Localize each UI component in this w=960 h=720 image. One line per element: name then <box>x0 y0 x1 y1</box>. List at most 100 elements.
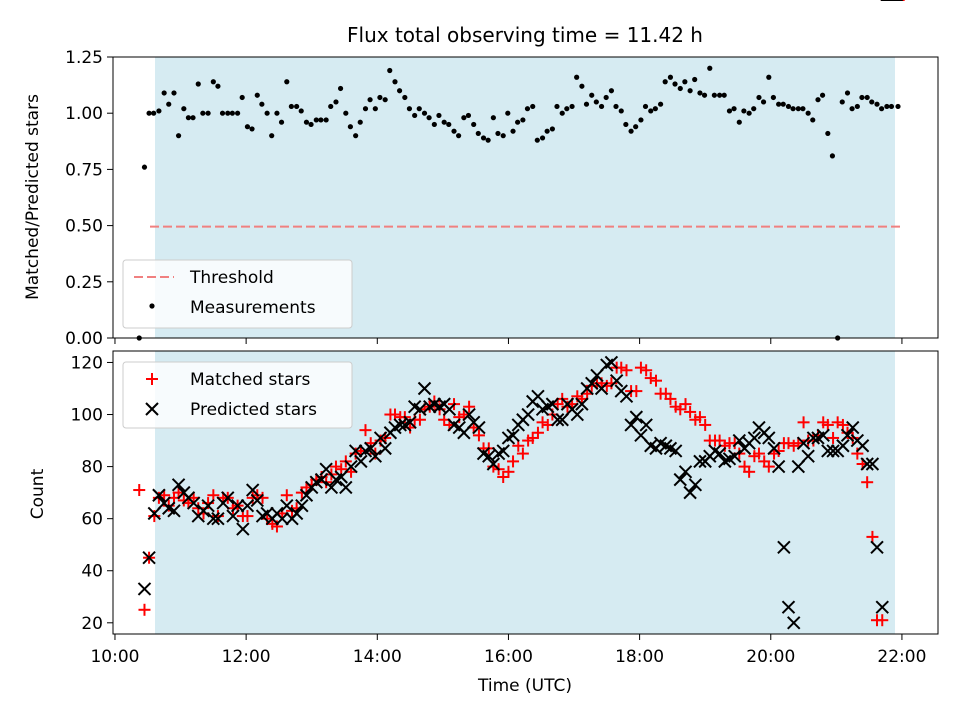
predicted-star-marker <box>619 389 634 404</box>
measurement-point <box>195 81 201 87</box>
measurement-point <box>210 79 216 85</box>
predicted-star-marker <box>846 420 860 435</box>
measurement-point <box>746 110 752 116</box>
measurement-point <box>539 135 546 141</box>
count-legend-box <box>122 361 353 429</box>
predicted-star-marker <box>147 506 162 521</box>
measurement-point <box>288 103 294 110</box>
predicted-star-marker <box>186 496 201 510</box>
predicted-star-marker <box>167 504 181 518</box>
measurement-point <box>200 110 206 116</box>
measurement-point <box>323 117 329 123</box>
measurement-point <box>485 137 491 143</box>
predicted-star-marker <box>393 418 407 432</box>
measurement-point <box>549 126 555 132</box>
measurement-point <box>396 88 403 94</box>
measurement-point <box>672 81 678 87</box>
ratio-y-tick-label: 0.25 <box>65 273 103 293</box>
measurement-point <box>829 153 836 159</box>
predicted-star-marker <box>609 373 624 388</box>
predicted-star-marker <box>590 368 604 383</box>
time-x-tick-label: 14:00 <box>353 647 402 667</box>
time-x-tick-label: 22:00 <box>877 647 926 667</box>
count-y-tick-label: 120 <box>71 353 103 373</box>
measurement-point <box>564 106 570 112</box>
measurements-legend-label: Measurements <box>190 298 316 318</box>
predicted-star-marker <box>344 459 358 474</box>
measurement-point <box>308 121 314 128</box>
predicted-star-marker <box>585 376 599 390</box>
predicted-star-marker <box>634 428 648 443</box>
measurement-point <box>500 133 506 139</box>
measurement-point <box>869 99 875 105</box>
measurement-point <box>318 117 324 123</box>
measurement-point <box>294 103 300 110</box>
predicted-star-marker <box>472 420 486 435</box>
measurement-point <box>583 101 590 107</box>
measurement-point <box>884 103 890 110</box>
measurement-point <box>648 108 654 114</box>
matched-star-marker <box>693 411 706 424</box>
measurement-point <box>328 103 334 110</box>
time-x-tick-label: 16:00 <box>484 647 533 667</box>
measurement-point <box>343 110 349 116</box>
count-y-axis: 20 40 60 80 100 120 <box>71 353 113 634</box>
matched-star-marker <box>241 510 254 523</box>
predicted-star-marker <box>506 428 520 443</box>
ratio-panel: 0.00 0.25 0.50 0.75 1.00 1.25 Matched/Predict… <box>23 48 939 349</box>
measurement-point <box>313 117 319 123</box>
predicted-star-marker <box>816 428 830 443</box>
measurement-point <box>579 83 585 89</box>
predicted-star-marker <box>314 472 329 487</box>
measurement-point <box>677 85 683 92</box>
measurement-point <box>146 110 152 116</box>
matched-star-marker <box>861 476 874 489</box>
predicted-star-marker <box>417 381 432 396</box>
measurement-point <box>854 103 860 110</box>
predicted-star-marker <box>486 457 501 471</box>
count-y-tick-label: 40 <box>81 562 103 582</box>
measurement-point <box>259 101 265 107</box>
measurement-point <box>520 117 526 123</box>
predicted-star-marker <box>555 413 569 427</box>
measurement-point <box>239 94 245 101</box>
figure-title: Flux total observing time = 11.42 h <box>347 23 703 47</box>
measurement-point <box>377 94 383 101</box>
predicted-star-marker <box>693 454 707 469</box>
measurement-point <box>254 92 260 98</box>
matched-star-marker <box>752 447 765 460</box>
measurement-point <box>657 101 664 107</box>
count-y-tick-label: 100 <box>71 406 103 426</box>
matched-star-marker <box>650 374 663 387</box>
predicted-star-marker <box>378 441 392 456</box>
measurement-point <box>805 110 811 116</box>
measurement-point <box>510 128 516 134</box>
predicted-star-marker <box>280 498 294 513</box>
matched-star-marker <box>772 444 785 457</box>
predicted-star-marker <box>624 418 638 432</box>
measurement-point <box>337 85 344 92</box>
measurement-point <box>711 92 717 98</box>
measurement-point <box>402 94 408 101</box>
predicted-star-marker <box>457 426 471 440</box>
measurement-point <box>839 99 845 105</box>
measurement-point <box>426 115 432 121</box>
predicted-star-marker <box>678 465 693 479</box>
measurement-point <box>205 110 211 116</box>
predicted-star-marker <box>550 413 565 427</box>
ratio-y-tick-label: 0.75 <box>65 160 103 180</box>
predicted-star-marker <box>821 444 835 458</box>
count-legend: Matched stars Predicted stars <box>122 361 353 429</box>
predicted-star-marker <box>364 441 378 456</box>
predicted-star-marker <box>604 355 619 370</box>
matched-star-marker <box>640 364 653 377</box>
predicted-star-marker <box>230 498 245 513</box>
measurement-point <box>421 110 428 116</box>
predicted-star-marker <box>373 431 388 445</box>
measurement-point <box>569 103 575 110</box>
measurement-point <box>544 128 550 134</box>
measurement-point <box>687 88 693 94</box>
matched-star-marker <box>413 413 426 426</box>
matched-star-marker <box>684 405 697 418</box>
predicted-star-marker <box>836 439 850 453</box>
